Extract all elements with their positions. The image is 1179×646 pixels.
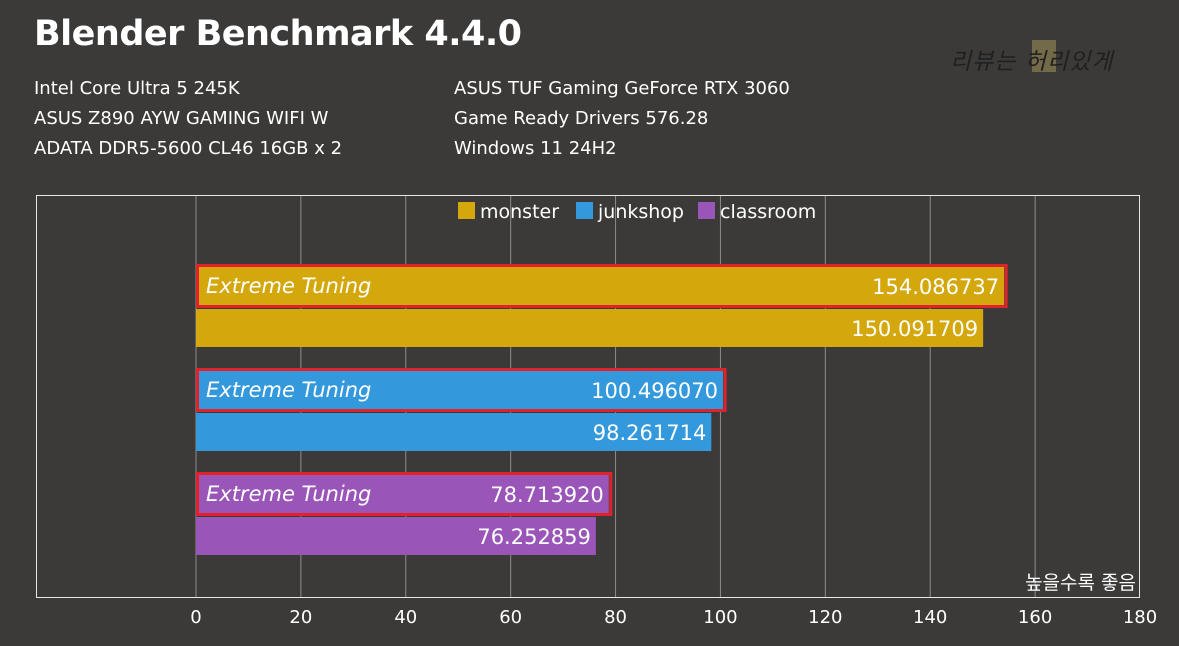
chart-title: Blender Benchmark 4.4.0 xyxy=(34,14,522,54)
bar-highlight xyxy=(196,264,1008,308)
x-tick-label: 100 xyxy=(703,607,737,628)
specs-right: ASUS TUF Gaming GeForce RTX 3060 Game Re… xyxy=(454,74,790,164)
x-tick-label: 120 xyxy=(808,607,842,628)
spec-driver: Game Ready Drivers 576.28 xyxy=(454,108,709,129)
x-tick-label: 60 xyxy=(499,607,522,628)
bar-value-label: 78.713920 xyxy=(490,483,604,507)
legend-label: junkshop xyxy=(597,201,684,223)
x-tick-label: 20 xyxy=(289,607,312,628)
legend-swatch xyxy=(576,202,593,219)
spec-memory: ADATA DDR5-5600 CL46 16GB x 2 xyxy=(34,138,343,159)
bar xyxy=(196,517,596,555)
x-tick-label: 80 xyxy=(604,607,627,628)
chart-note: 높을수록 좋음 xyxy=(1025,572,1136,594)
bar-value-label: 100.496070 xyxy=(591,379,718,403)
legend-swatch xyxy=(458,202,475,219)
legend-swatch xyxy=(698,202,715,219)
chart-frame xyxy=(36,195,1140,598)
bar xyxy=(196,309,984,347)
bar-highlight xyxy=(196,368,727,412)
bar xyxy=(196,267,1005,305)
bar-value-label: 76.252859 xyxy=(477,525,591,549)
x-tick-label: 0 xyxy=(190,607,201,628)
watermark-logo xyxy=(1032,40,1056,72)
watermark: 리뷰는 허리있게 xyxy=(950,49,1114,75)
specs-left: Intel Core Ultra 5 245K ASUS Z890 AYW GA… xyxy=(34,74,342,164)
legend-label: monster xyxy=(480,201,559,223)
x-tick-label: 40 xyxy=(394,607,417,628)
x-tick-label: 160 xyxy=(1018,607,1052,628)
bar-value-label: 154.086737 xyxy=(872,275,999,299)
bar-category-label: Extreme Tuning xyxy=(206,274,371,298)
x-tick-label: 140 xyxy=(913,607,947,628)
bar-highlight xyxy=(196,472,613,516)
bar xyxy=(196,413,712,451)
bar xyxy=(196,475,609,513)
spec-motherboard: ASUS Z890 AYW GAMING WIFI W xyxy=(34,108,329,129)
spec-os: Windows 11 24H2 xyxy=(454,138,617,159)
bar xyxy=(196,371,724,409)
bar-category-label: Extreme Tuning xyxy=(206,482,371,506)
bar-category-label: Extreme Tuning xyxy=(206,378,371,402)
spec-gpu: ASUS TUF Gaming GeForce RTX 3060 xyxy=(454,78,790,99)
spec-cpu: Intel Core Ultra 5 245K xyxy=(34,78,240,99)
x-tick-label: 180 xyxy=(1123,607,1157,628)
bar-value-label: 150.091709 xyxy=(851,317,978,341)
bar-value-label: 98.261714 xyxy=(593,421,707,445)
legend-label: classroom xyxy=(720,201,816,223)
